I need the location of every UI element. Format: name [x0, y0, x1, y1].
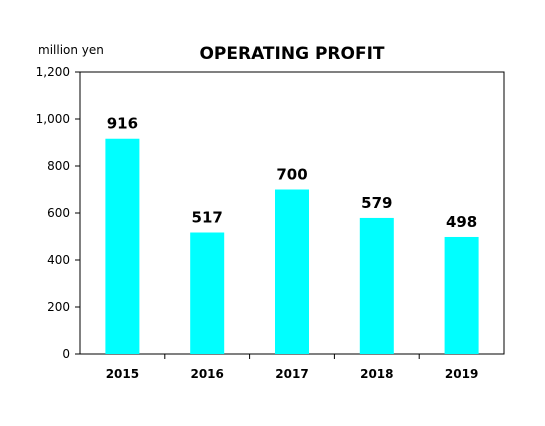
data-label: 579 [361, 194, 392, 212]
chart-title: OPERATING PROFIT [199, 44, 384, 64]
bar [359, 217, 394, 354]
data-label: 498 [446, 213, 477, 231]
x-axis: 2015 2016 2017 2018 2019 [106, 354, 478, 381]
bar [444, 236, 479, 354]
bar [275, 189, 309, 354]
bars [105, 138, 479, 354]
data-label: 916 [107, 115, 138, 133]
unit-label: million yen [38, 43, 104, 57]
x-tick-label: 2018 [360, 367, 393, 381]
y-tick-label: 0 [62, 347, 70, 361]
bar [190, 232, 225, 354]
y-tick-label: 1,200 [36, 65, 70, 79]
y-tick-label: 1,000 [36, 112, 70, 126]
x-tick-label: 2019 [445, 367, 478, 381]
y-tick-label: 200 [47, 300, 70, 314]
y-tick-label: 400 [47, 253, 70, 267]
y-tick-label: 600 [47, 206, 70, 220]
bar [105, 138, 140, 354]
data-labels: 916 517 700 579 498 [107, 115, 478, 231]
y-tick-label: 800 [47, 159, 70, 173]
x-tick-label: 2017 [275, 367, 308, 381]
x-tick-label: 2015 [106, 367, 139, 381]
x-tick-label: 2016 [190, 367, 223, 381]
y-axis: 0 200 400 600 800 1,000 1,200 [36, 65, 80, 361]
data-label: 700 [276, 166, 307, 184]
data-label: 517 [192, 209, 223, 227]
